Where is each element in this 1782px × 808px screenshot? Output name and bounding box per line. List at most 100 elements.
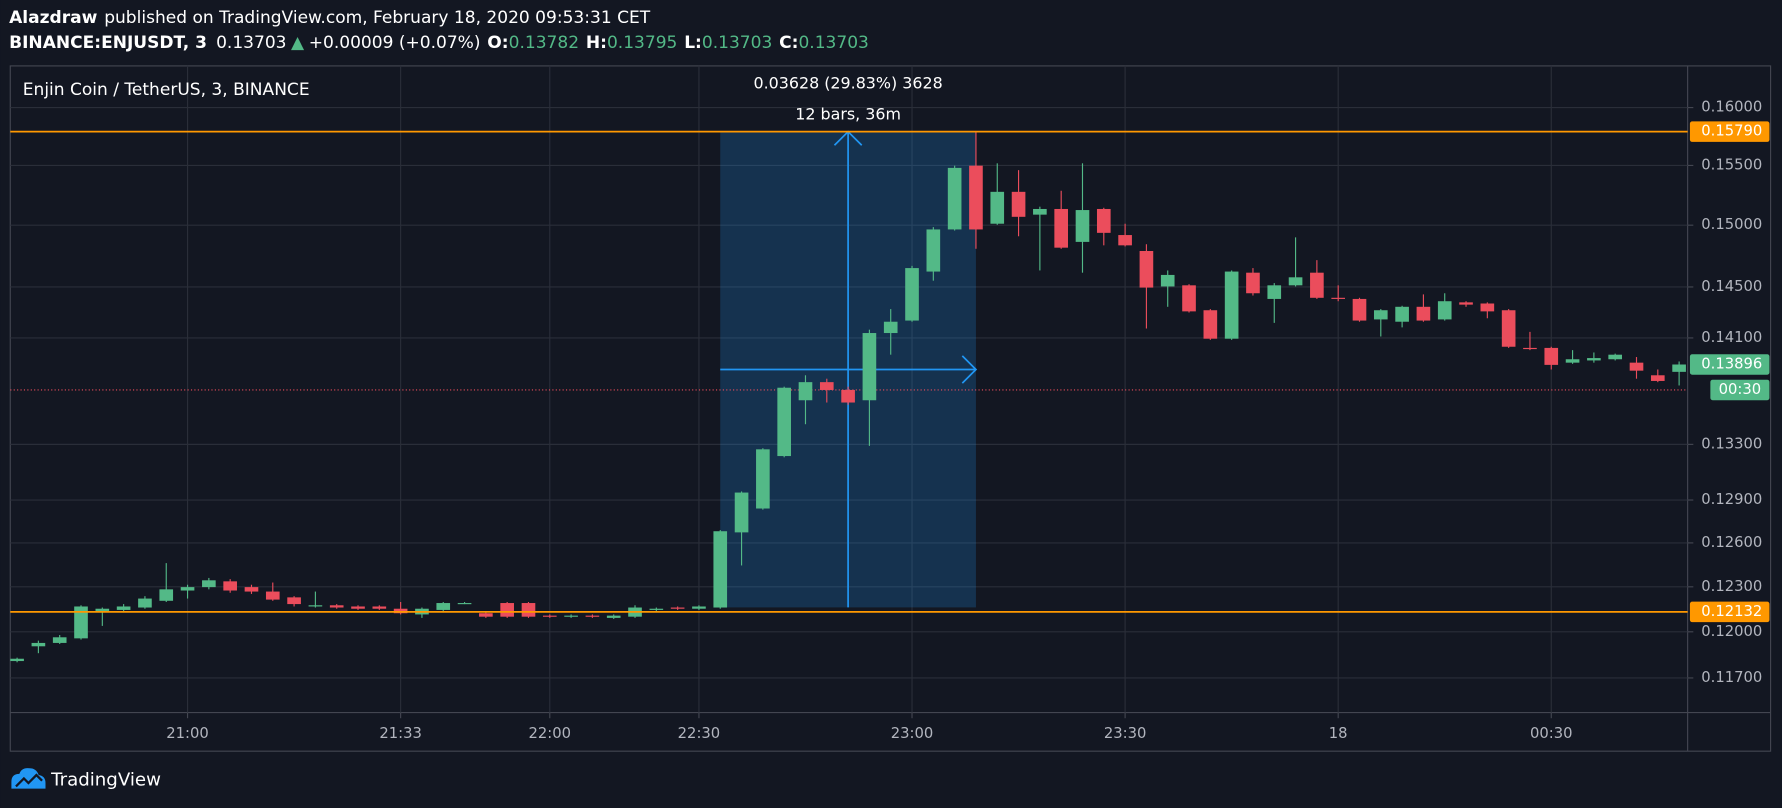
- candle-body: [116, 606, 131, 610]
- candle-body: [1033, 208, 1047, 215]
- candle-body: [308, 605, 323, 607]
- arrow: ▲: [291, 33, 305, 53]
- y-tick-label: 0.16000: [1701, 99, 1762, 116]
- candle-body: [1480, 303, 1495, 312]
- candle-body: [1288, 277, 1303, 286]
- ohlc-key: C:: [779, 33, 798, 53]
- candle-body: [479, 613, 493, 617]
- plot: 0.16000 0.15500 0.15000 0.14500 0.14100 0.133…: [10, 65, 1770, 742]
- x-tick-label: 21:33: [379, 725, 422, 742]
- header-line: Alazdraw published on TradingView.com, Fe…: [9, 8, 651, 28]
- y-tick-label: 0.12600: [1701, 534, 1762, 551]
- candle-body: [1310, 272, 1324, 298]
- x-tick-label: 21:00: [166, 725, 209, 742]
- candle-body: [905, 268, 919, 321]
- ohlc-value: 0.13703: [702, 33, 772, 53]
- candle-body: [1608, 354, 1623, 360]
- measure-arrow-right: [961, 355, 978, 384]
- candle-body: [202, 580, 216, 588]
- candle-body: [180, 587, 195, 591]
- candle-body: [521, 603, 536, 617]
- last-price-box: [1689, 354, 1770, 375]
- x-tick-label: 22:30: [678, 725, 721, 742]
- level-label: 0.12132: [1701, 603, 1762, 620]
- candle-body: [1139, 250, 1154, 288]
- published: published on TradingView.com, February 1…: [104, 8, 651, 28]
- ohlc-value: 0.13795: [607, 33, 677, 53]
- y-tick-label: 0.15000: [1701, 216, 1762, 233]
- candle-body: [1224, 271, 1239, 339]
- candle-body: [1544, 347, 1559, 365]
- y-tick-label: 0.15500: [1701, 156, 1762, 173]
- ohlc-value: 0.13782: [509, 33, 579, 53]
- candle-body: [1523, 347, 1537, 350]
- candle-body: [1246, 272, 1260, 294]
- candle-body: [1075, 210, 1090, 242]
- candle-body: [1565, 359, 1580, 363]
- level-label: 0.15790: [1701, 123, 1762, 140]
- candle-body: [52, 637, 67, 643]
- candle-body: [74, 606, 88, 639]
- candle-body: [244, 587, 259, 592]
- candle-body: [436, 603, 451, 610]
- ohlc-value: 0.13703: [798, 33, 868, 53]
- footer-brand: TradingView: [50, 770, 161, 791]
- author: Alazdraw: [9, 8, 98, 28]
- x-tick-label: 22:00: [529, 725, 572, 742]
- candle-body: [564, 615, 578, 617]
- candle-body: [542, 615, 557, 617]
- symbol-line: BINANCE:ENJUSDT, 3 0.13703 ▲ +0.00009 (+0.0…: [9, 33, 869, 53]
- candle-body: [1054, 208, 1068, 248]
- candle-body: [1395, 306, 1409, 322]
- candle-body: [649, 608, 664, 610]
- y-tick-label: 0.12300: [1701, 578, 1762, 595]
- ohlc-key: H:: [586, 33, 607, 53]
- candle-body: [1373, 310, 1388, 320]
- candle-body: [947, 167, 962, 230]
- candle-body: [969, 165, 983, 230]
- candle-body: [31, 642, 46, 647]
- candle-body: [1118, 235, 1132, 246]
- candle-body: [713, 531, 728, 608]
- candle-body: [159, 589, 174, 601]
- y-tick-label: 0.14500: [1701, 278, 1762, 295]
- x-tick-label: 23:00: [891, 725, 934, 742]
- chart-title: Enjin Coin / TetherUS, 3, BINANCE: [23, 80, 310, 100]
- candle-body: [756, 449, 770, 509]
- y-tick-label: 0.12900: [1701, 491, 1762, 508]
- candle-body: [777, 387, 791, 457]
- candle-body: [1096, 208, 1111, 233]
- candle-body: [1182, 285, 1196, 312]
- candle-body: [670, 607, 685, 609]
- candle-body: [1416, 306, 1431, 321]
- symbol: BINANCE:ENJUSDT, 3: [9, 33, 207, 53]
- candle-body: [95, 608, 110, 611]
- candle-body: [1501, 310, 1516, 347]
- candle-body: [1203, 310, 1218, 339]
- measure-sublabel: 12 bars, 36m: [795, 104, 901, 123]
- y-tick-label: 0.13300: [1701, 435, 1762, 452]
- y-tick-label: 0.12000: [1701, 623, 1762, 640]
- candle-body: [1437, 301, 1452, 320]
- countdown-box: [1710, 379, 1770, 401]
- candle-body: [372, 606, 387, 609]
- x-tick-label: 23:30: [1104, 725, 1147, 742]
- candle-body: [10, 658, 24, 662]
- measure-label: 0.03628 (29.83%) 3628: [753, 74, 942, 93]
- candle-body: [1672, 364, 1686, 372]
- candle-body: [1629, 362, 1644, 371]
- y-tick-label: 0.11700: [1701, 669, 1762, 686]
- candle-body: [223, 581, 237, 591]
- candle-body: [862, 333, 877, 401]
- candle-body: [329, 605, 344, 608]
- candle-body: [883, 321, 898, 334]
- candle-body: [1267, 285, 1282, 299]
- candle-body: [1352, 298, 1367, 321]
- candle-body: [457, 603, 472, 605]
- change: +0.00009 (+0.07%): [309, 33, 481, 53]
- last-price: 0.13703: [216, 33, 286, 53]
- logo: [11, 768, 46, 789]
- candle-body: [1459, 302, 1473, 305]
